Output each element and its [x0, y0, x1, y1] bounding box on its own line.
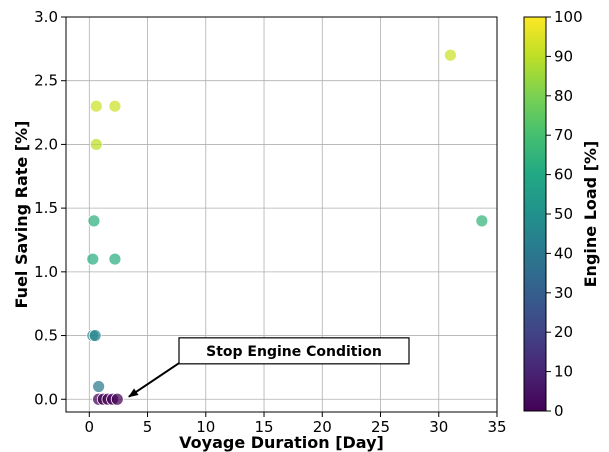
y-tick-label: 2.5 [34, 72, 58, 90]
data-point [86, 252, 100, 266]
data-point [92, 380, 106, 393]
colorbar-tick-label: 40 [554, 244, 573, 262]
y-tick-label: 0.5 [34, 327, 58, 345]
colorbar-tick-label: 70 [554, 126, 573, 144]
x-tick-label: 30 [429, 418, 448, 436]
colorbar-tick-label: 80 [554, 87, 573, 105]
data-point [87, 214, 101, 228]
annotation-text: Stop Engine Condition [206, 344, 382, 360]
x-tick-label: 0 [85, 418, 95, 436]
x-tick-label: 10 [196, 418, 215, 436]
colorbar-tick-label: 50 [554, 205, 573, 223]
colorbar-tick-label: 60 [554, 166, 573, 184]
x-axis-label: Voyage Duration [Day] [179, 433, 384, 452]
colorbar-tick-label: 30 [554, 284, 573, 302]
data-point [444, 48, 457, 62]
colorbar-tick-label: 100 [554, 8, 583, 26]
annotation-arrow [128, 361, 182, 398]
x-tick-label: 5 [143, 418, 153, 436]
y-axis-ticks: 0.0 0.5 1.0 1.5 2.0 2.5 3.0 [34, 8, 66, 408]
data-points [86, 48, 489, 406]
colorbar [523, 16, 547, 412]
y-tick-label: 1.0 [34, 263, 58, 281]
y-tick-label: 0.0 [34, 390, 58, 408]
colorbar-tick-label: 0 [554, 402, 564, 420]
y-tick-label: 2.0 [34, 135, 58, 153]
x-tick-label: 25 [371, 418, 390, 436]
data-point [108, 99, 122, 113]
plot-frame [65, 16, 498, 413]
colorbar-tick-label: 10 [554, 363, 573, 381]
data-point [110, 392, 124, 406]
data-point [88, 329, 102, 342]
x-tick-label: 35 [487, 418, 506, 436]
data-point [89, 138, 103, 151]
annotation-box [178, 337, 410, 365]
colorbar-tick-label: 90 [554, 47, 573, 65]
y-tick-label: 1.5 [34, 199, 58, 217]
colorbar-label: Engine Load [%] [581, 141, 600, 288]
data-point [108, 252, 122, 266]
data-point [89, 99, 103, 113]
y-tick-label: 3.0 [34, 8, 58, 26]
grid [66, 16, 498, 412]
y-axis-label: Fuel Saving Rate [%] [12, 121, 31, 309]
x-axis-ticks: 0 5 10 15 20 25 30 35 [85, 412, 507, 436]
x-tick-label: 20 [313, 418, 332, 436]
colorbar-tick-label: 20 [554, 323, 573, 341]
colorbar-ticks: 0 10 20 30 40 50 60 70 80 90 100 [546, 8, 583, 420]
x-tick-label: 15 [254, 418, 273, 436]
data-point [475, 214, 489, 228]
annotation: Stop Engine Condition [128, 337, 410, 398]
